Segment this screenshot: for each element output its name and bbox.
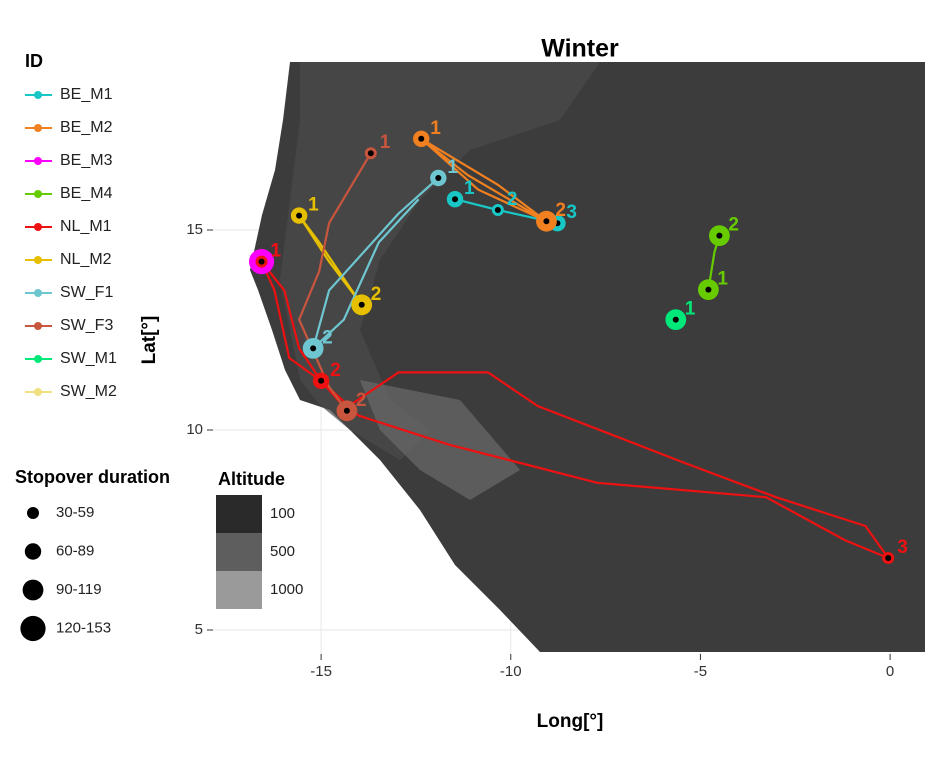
stopover-center — [543, 218, 550, 225]
legend-dot — [34, 124, 42, 132]
altitude-legend-title: Altitude — [218, 469, 285, 489]
legend-dot — [34, 190, 42, 198]
stopover-label: 2 — [728, 215, 739, 236]
stopover-label: 1 — [430, 118, 441, 139]
highlands — [360, 380, 520, 500]
legend-dot — [34, 91, 42, 99]
legend-label: BE_M1 — [60, 86, 113, 103]
stopover-center — [367, 150, 374, 157]
stopover-label: 1 — [271, 241, 282, 262]
track — [420, 137, 548, 223]
stopover-center — [885, 555, 892, 561]
stopover-center — [705, 286, 712, 293]
stopover-center — [310, 345, 317, 352]
land — [250, 62, 925, 652]
stopover-label: 2 — [356, 390, 367, 411]
stopover-label: 2 — [322, 327, 333, 348]
legend-dot — [34, 223, 42, 231]
stopover-label: 3 — [897, 537, 908, 558]
legend-label: SW_M1 — [60, 350, 117, 367]
altitude-swatch — [216, 533, 262, 571]
x-tick-label: -15 — [310, 663, 332, 680]
legend-dot — [34, 157, 42, 165]
size-legend-label: 120-153 — [56, 619, 111, 636]
legend-label: SW_M2 — [60, 383, 117, 400]
y-tick-label: 15 — [186, 221, 203, 238]
stopover-label: 3 — [566, 202, 577, 223]
legend-dot — [34, 289, 42, 297]
stopover-center — [343, 407, 350, 414]
size-legend-dot — [20, 615, 46, 642]
stopover-label: 1 — [464, 178, 475, 199]
stopover-center — [716, 232, 723, 239]
x-tick-label: -5 — [694, 663, 707, 680]
stopover-center — [494, 207, 501, 213]
altitude-swatch — [216, 571, 262, 609]
x-axis-label: Long[°] — [537, 711, 604, 732]
legend-dot — [34, 256, 42, 264]
legend-label: NL_M2 — [60, 251, 112, 268]
size-legend-dot — [24, 543, 42, 560]
altitude-swatch — [216, 495, 262, 533]
legend-dot — [34, 355, 42, 363]
stopover-label: 2 — [330, 360, 341, 381]
stopover-label: 1 — [308, 195, 319, 216]
x-tick-label: 0 — [886, 663, 894, 680]
stopover-center — [672, 316, 679, 323]
stopover-label: 1 — [271, 241, 282, 262]
stopover-center — [452, 196, 459, 203]
stopover-center — [418, 135, 425, 142]
stopover-label: 2 — [507, 189, 518, 210]
size-legend-label: 60-89 — [56, 542, 94, 559]
y-tick-label: 10 — [186, 421, 203, 438]
stopover-center — [296, 212, 303, 219]
stopover-label: 2 — [555, 200, 566, 221]
size-legend-title: Stopover duration — [15, 467, 170, 487]
stopover-center — [258, 258, 265, 265]
legend-label: NL_M1 — [60, 218, 112, 235]
stopover-label: 1 — [447, 157, 458, 178]
y-axis-label: Lat[°] — [139, 316, 160, 365]
size-legend-label: 90-119 — [56, 581, 102, 598]
land-relief — [280, 62, 600, 460]
x-tick-label: -10 — [500, 663, 522, 680]
stopover-label: 2 — [371, 284, 382, 305]
stopover-label: 1 — [717, 269, 728, 290]
altitude-label: 1000 — [270, 581, 303, 598]
stopover-label: 1 — [685, 299, 696, 320]
legend-label: BE_M4 — [60, 185, 113, 202]
legend-dot — [34, 388, 42, 396]
stopover-center — [358, 301, 365, 308]
altitude-label: 100 — [270, 505, 295, 522]
stopover-label: 1 — [380, 132, 391, 153]
y-tick-label: 5 — [195, 621, 203, 638]
size-legend-label: 30-59 — [56, 504, 94, 521]
stopover-center — [318, 377, 325, 384]
size-legend-dot — [27, 507, 39, 519]
legend-title: ID — [25, 51, 43, 71]
altitude-label: 500 — [270, 543, 295, 560]
legend-label: SW_F1 — [60, 284, 113, 301]
legend-dot — [34, 322, 42, 330]
track — [297, 152, 372, 412]
stopover-center — [435, 175, 442, 181]
chart-title: Winter — [541, 35, 619, 63]
legend-label: SW_F3 — [60, 317, 113, 334]
size-legend-dot — [22, 579, 44, 601]
legend-label: BE_M3 — [60, 152, 113, 169]
legend-label: BE_M2 — [60, 119, 113, 136]
